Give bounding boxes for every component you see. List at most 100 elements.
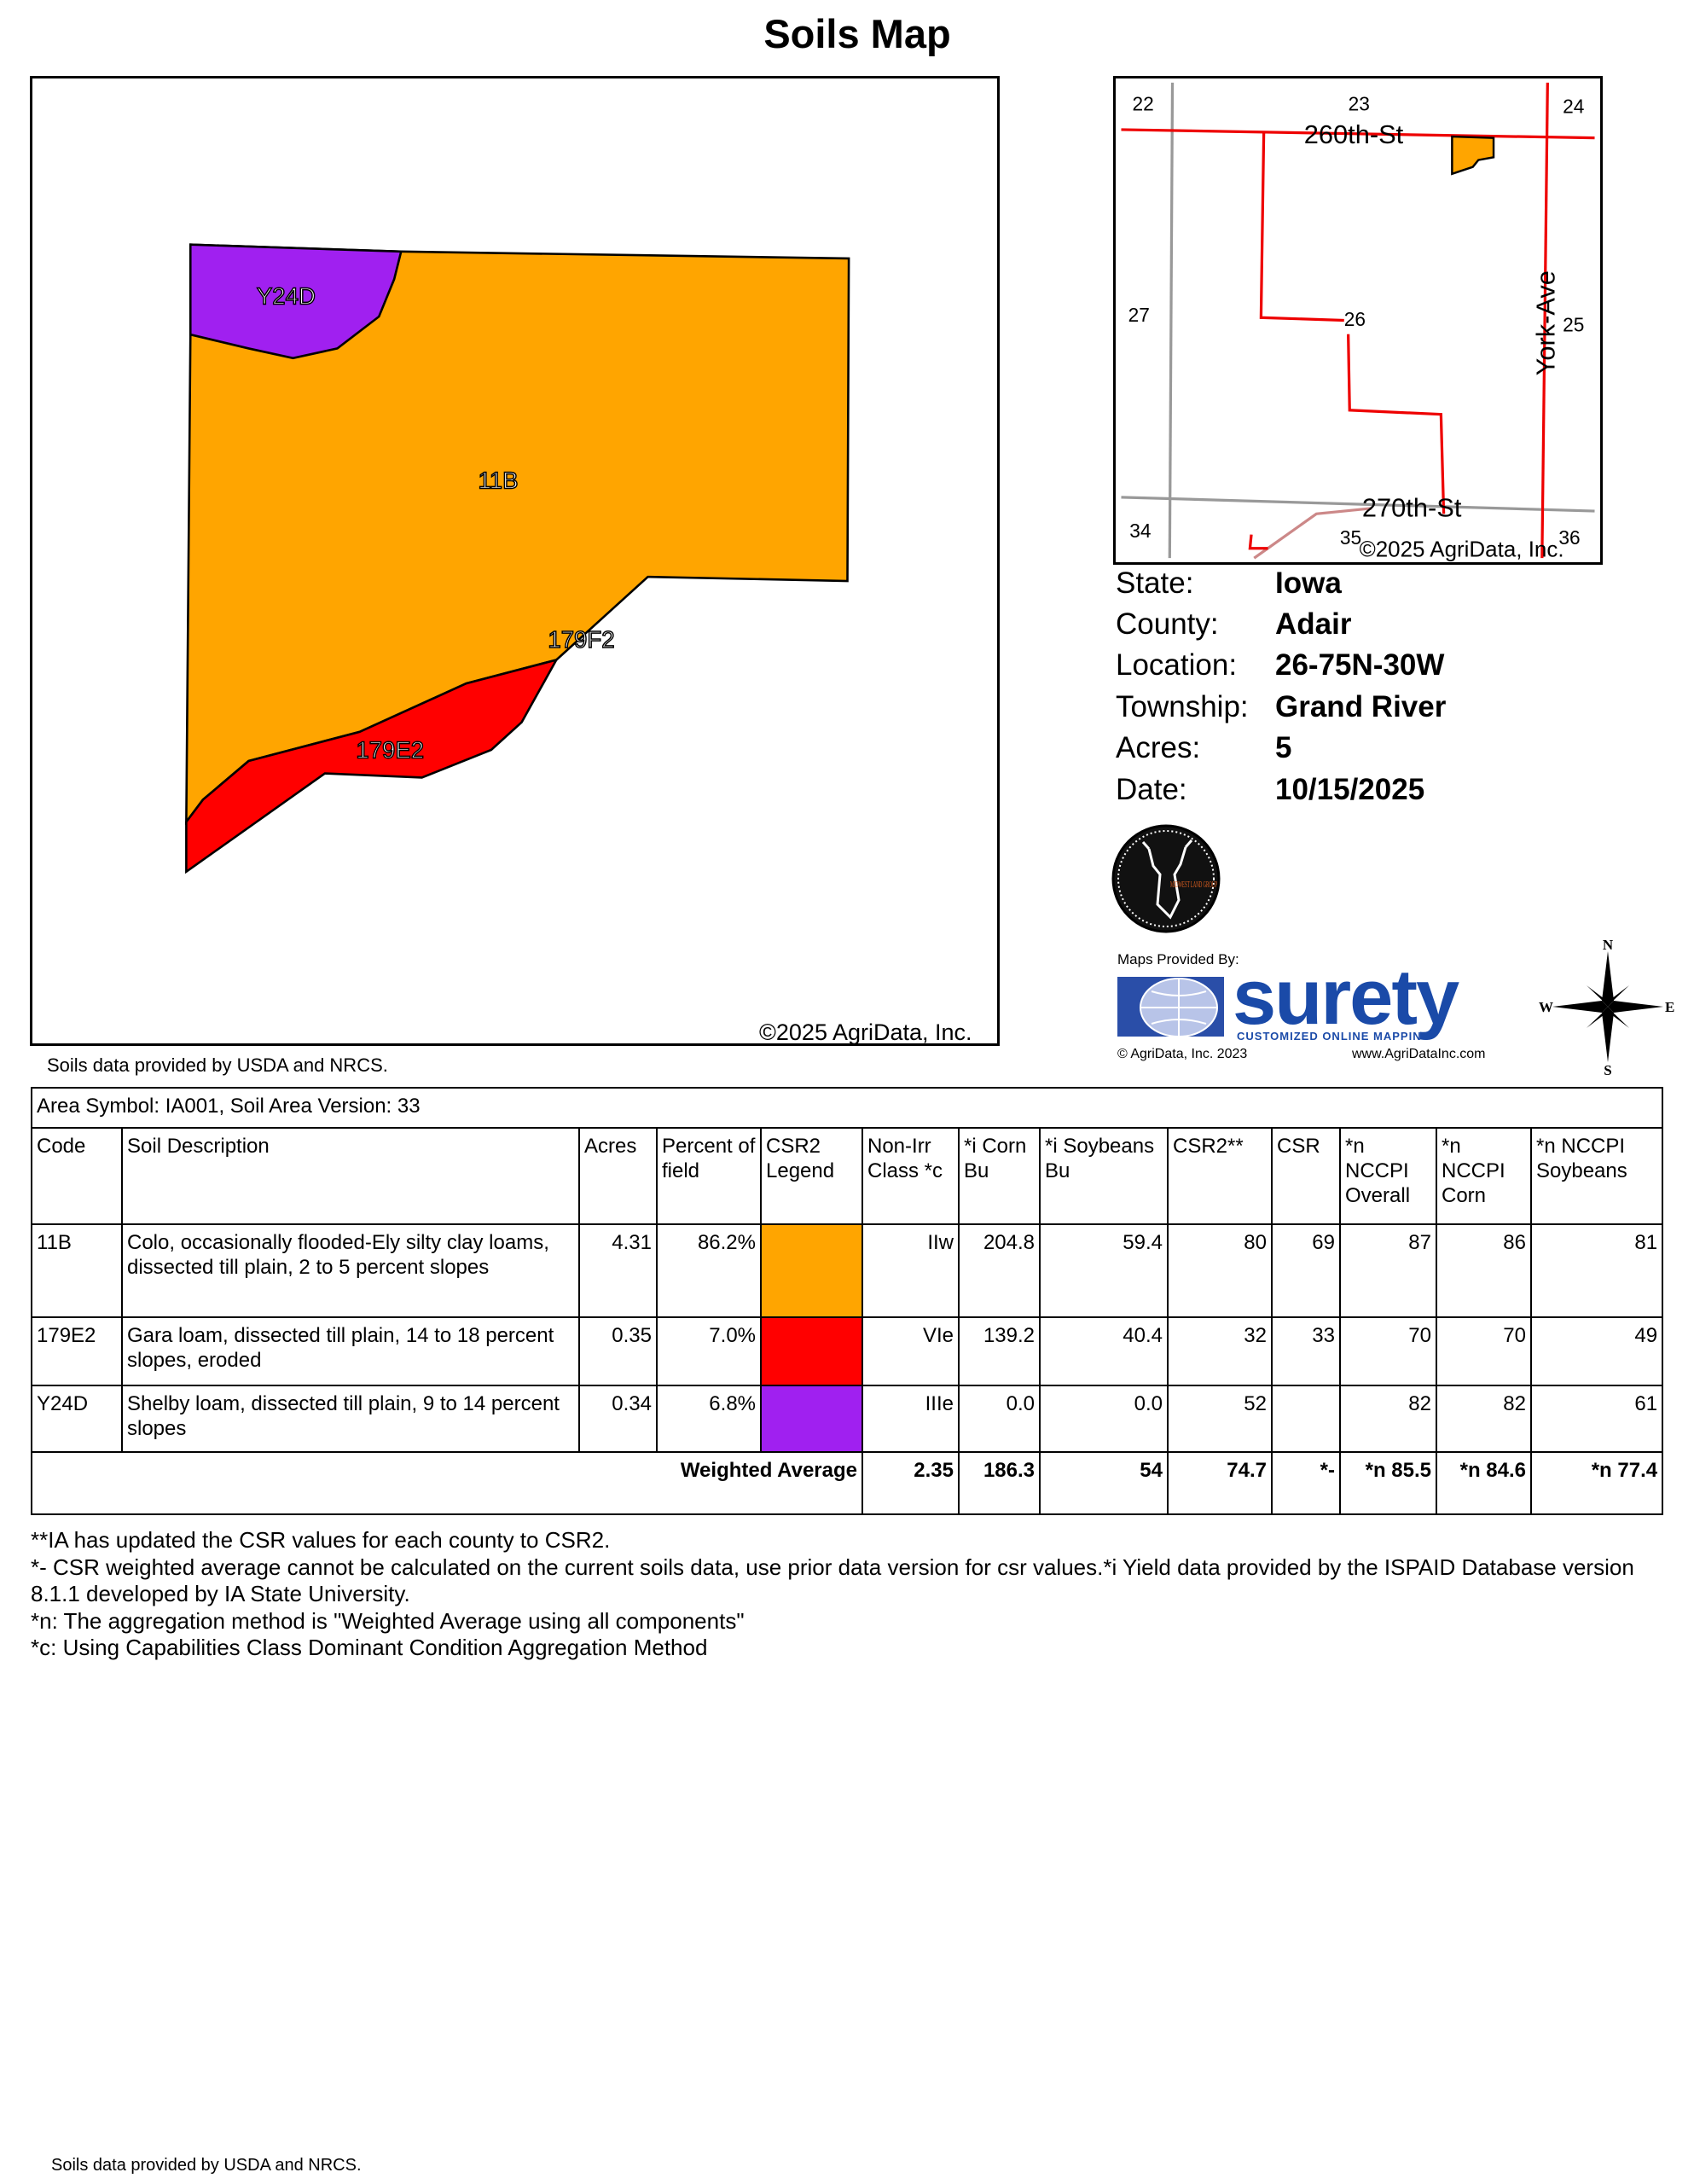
road-line [1168,82,1175,559]
percent-cell: 6.8% [656,1385,762,1453]
csr2-cell: 80 [1167,1223,1273,1318]
info-value: Adair [1275,607,1352,641]
column-header: *n NCCPI Corn [1436,1127,1532,1225]
csr2-cell: 32 [1167,1316,1273,1386]
nccpi-soy-cell: 61 [1529,1385,1664,1453]
nccpi-soy-cell: 49 [1529,1316,1664,1386]
nccpi-corn-cell: 86 [1436,1223,1532,1318]
footnote: *c: Using Capabilities Class Dominant Co… [31,1635,708,1660]
column-header: Non-Irr Class *c [862,1127,960,1225]
compass-rose-icon: N S W E [1535,937,1680,1078]
map-copyright: ©2025 AgriData, Inc. [759,1019,972,1045]
description-cell: Shelby loam, dissected till plain, 9 to … [121,1385,580,1453]
section-label: 36 [1558,526,1580,549]
map-label-Y24D: Y24D [257,283,316,310]
road-line [1259,132,1344,322]
road-line [1347,334,1446,514]
column-header: CSR2 Legend [760,1127,863,1225]
table-row: Y24D Shelby loam, dissected till plain, … [31,1385,1664,1453]
info-label: Acres: [1116,731,1201,764]
weighted-csr2: 74.7 [1167,1451,1273,1515]
road-label-260th: 260th-St [1304,119,1404,149]
soy-cell: 40.4 [1039,1316,1169,1386]
surety-logo: Maps Provided By: surety CUSTOMIZED ONLI… [1117,951,1510,1066]
weighted-average-row: Weighted Average 2.35 186.3 54 74.7 *- *… [31,1451,1664,1515]
globe-icon [1117,977,1224,1037]
info-label: Date: [1116,773,1187,806]
nccpi-corn-cell: 70 [1436,1316,1532,1386]
info-label: Township: [1116,690,1249,723]
midwest-land-group-logo: MIDWEST LAND GROUP [1111,823,1221,934]
compass-s: S [1604,1062,1611,1075]
agridata-url[interactable]: www.AgriDataInc.com [1352,1047,1486,1061]
weighted-nccpi: *n 85.5 [1339,1451,1437,1515]
csr-cell: 33 [1271,1316,1341,1386]
info-value: 5 [1275,731,1292,764]
footnote: *- CSR weighted average cannot be calcul… [31,1554,1634,1607]
weighted-soy: 54 [1039,1451,1169,1515]
code-cell: Y24D [31,1385,123,1453]
parcel-marker [1451,135,1495,176]
soil-polygon-179E2[interactable] [185,658,559,874]
code-cell: 179E2 [31,1316,123,1386]
column-header: *i Corn Bu [958,1127,1041,1225]
acres-cell: 0.34 [578,1385,658,1453]
column-header: Soil Description [121,1127,580,1225]
section-label: 26 [1344,308,1366,330]
footnote: **IA has updated the CSR values for each… [31,1527,611,1553]
nccpi-cell: 87 [1339,1223,1437,1318]
weighted-class: 2.35 [862,1451,960,1515]
map-label-11B: 11B [478,467,518,493]
section-label: 24 [1563,96,1584,118]
maps-provided-by: Maps Provided By: [1117,951,1239,967]
footnotes: **IA has updated the CSR values for each… [31,1527,1677,1662]
midwest-logo-text: MIDWEST LAND GROUP [1170,880,1217,890]
class-cell: IIIe [862,1385,960,1453]
nccpi-cell: 82 [1339,1385,1437,1453]
info-value: Grand River [1275,690,1447,723]
corn-cell: 204.8 [958,1223,1041,1318]
location-inset-map[interactable]: 22 23 24 27 26 25 34 35 36 260th-St 270t… [1113,76,1603,565]
column-header: CSR [1271,1127,1341,1225]
legend-swatch [760,1385,863,1453]
page-title: Soils Map [763,11,951,56]
column-header: Percent of field [656,1127,762,1225]
percent-cell: 86.2% [656,1223,762,1318]
footer-source: Soils data provided by USDA and NRCS. [51,2156,362,2175]
info-label: County: [1116,607,1219,641]
section-label: 22 [1132,92,1153,114]
description-cell: Gara loam, dissected till plain, 14 to 1… [121,1316,580,1386]
soy-cell: 59.4 [1039,1223,1169,1318]
source-note: Soils data provided by USDA and NRCS. [47,1054,388,1076]
weighted-nccpi-corn: *n 84.6 [1436,1451,1532,1515]
percent-cell: 7.0% [656,1316,762,1386]
road-label-270th: 270th-St [1362,493,1462,523]
info-label: Location: [1116,648,1238,682]
legend-swatch [760,1316,863,1386]
section-label: 35 [1340,526,1361,549]
weighted-nccpi-soy: *n 77.4 [1529,1451,1664,1515]
section-label: 25 [1563,313,1584,335]
road-york [1540,82,1549,559]
column-header: Code [31,1127,123,1225]
soils-map[interactable]: Y24D 11B 179F2 179E2 [30,76,1000,1046]
weighted-corn: 186.3 [958,1451,1041,1515]
compass-n: N [1603,938,1614,953]
section-label: 23 [1349,92,1370,114]
csr-cell [1271,1385,1341,1453]
footnote: *n: The aggregation method is "Weighted … [31,1607,745,1634]
table-row: 179E2 Gara loam, dissected till plain, 1… [31,1316,1664,1386]
csr2-cell: 52 [1167,1385,1273,1453]
map-label-179F2: 179F2 [548,626,614,653]
description-cell: Colo, occasionally flooded-Ely silty cla… [121,1223,580,1318]
table-row: 11B Colo, occasionally flooded-Ely silty… [31,1223,1664,1318]
soil-polygon-Y24D[interactable] [189,243,403,360]
info-value: 26-75N-30W [1275,648,1445,682]
code-cell: 11B [31,1223,123,1318]
nccpi-cell: 70 [1339,1316,1437,1386]
corn-cell: 0.0 [958,1385,1041,1453]
inset-copyright: ©2025 AgriData, Inc. [1360,538,1564,562]
class-cell: VIe [862,1316,960,1386]
road-label-york: York-Ave [1530,270,1560,375]
class-cell: IIw [862,1223,960,1318]
